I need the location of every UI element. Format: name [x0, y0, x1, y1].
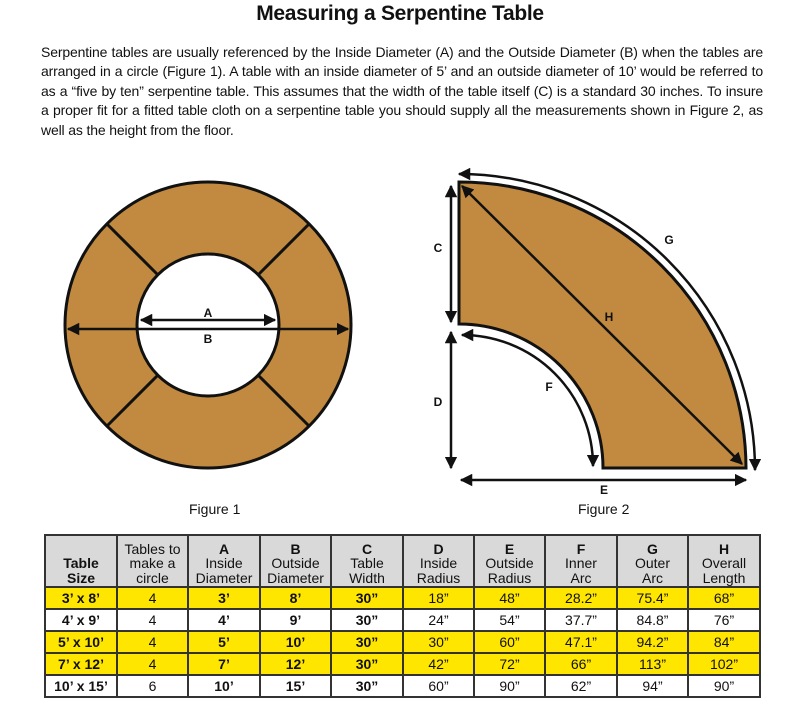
- table-cell: 76”: [687, 608, 761, 632]
- table-cell: 4’ x 9’: [44, 608, 118, 632]
- table-cell: 4’: [187, 608, 261, 632]
- table-cell: 48”: [473, 586, 546, 610]
- table-cell: 15’: [259, 674, 332, 698]
- table-cell: 30”: [330, 608, 404, 632]
- intro-paragraph: Serpentine tables are usually referenced…: [41, 44, 763, 138]
- figure-1-circle-diagram: A B: [63, 180, 353, 470]
- label-h: H: [605, 310, 614, 324]
- table-cell: 102”: [687, 652, 761, 676]
- table-cell: 113”: [616, 652, 689, 676]
- figures-canvas: A B C D E F G H: [63, 167, 762, 497]
- table-cell: 90”: [473, 674, 546, 698]
- label-c: C: [434, 241, 443, 255]
- segment-dividers: [105, 222, 311, 428]
- table-cell: 90”: [687, 674, 761, 698]
- table-cell: 6: [116, 674, 189, 698]
- table-cell: 10’ x 15’: [44, 674, 118, 698]
- table-row: 5’ x 10’ 4 5’ 10’ 30” 30” 60” 47.1” 94.2” 84”: [44, 630, 761, 654]
- header-overall-length: H Overall Length: [687, 534, 761, 588]
- table-cell: 4: [116, 608, 189, 632]
- table-cell: 84”: [687, 630, 761, 654]
- header-outer-arc: G Outer Arc: [616, 534, 689, 588]
- figure-2-caption: Figure 2: [578, 501, 630, 517]
- table-cell: 28.2”: [544, 586, 618, 610]
- page-title: Measuring a Serpentine Table: [256, 2, 544, 25]
- label-f: F: [545, 380, 552, 394]
- table-cell: 3’ x 8’: [44, 586, 118, 610]
- table-cell: 30”: [330, 674, 404, 698]
- dimension-g-arrow: [457, 167, 762, 472]
- table-cell: 7’ x 12’: [44, 652, 118, 676]
- table-cell: 84.8”: [616, 608, 689, 632]
- label-d: D: [434, 395, 443, 409]
- table-cell: 24”: [402, 608, 475, 632]
- table-cell: 68”: [687, 586, 761, 610]
- table-cell: 62”: [544, 674, 618, 698]
- header-table-width: C Table Width: [330, 534, 404, 588]
- table-row: 7’ x 12’ 4 7’ 12’ 30” 42” 72” 66” 113” 102”: [44, 652, 761, 676]
- table-header-row: Table Size Tables to make a circle A Inside D…: [44, 534, 761, 588]
- header-outside-diameter: B Outside Diameter: [259, 534, 332, 588]
- header-inner-arc: F Inner Arc: [544, 534, 618, 588]
- table-cell: 9’: [259, 608, 332, 632]
- table-cell: 7’: [187, 652, 261, 676]
- header-inside-radius: D Inside Radius: [402, 534, 475, 588]
- figure-2-segment-diagram: C D E F G H: [434, 167, 762, 497]
- table-cell: 94”: [616, 674, 689, 698]
- table-cell: 10’: [259, 630, 332, 654]
- table-cell: 47.1”: [544, 630, 618, 654]
- table-cell: 4: [116, 586, 189, 610]
- table-cell: 5’ x 10’: [44, 630, 118, 654]
- table-cell: 94.2”: [616, 630, 689, 654]
- table-cell: 12’: [259, 652, 332, 676]
- table-cell: 30”: [330, 586, 404, 610]
- label-e: E: [600, 483, 608, 497]
- table-cell: 8’: [259, 586, 332, 610]
- serpentine-size-table: Table Size Tables to make a circle A Inside D…: [44, 534, 761, 698]
- label-a: A: [204, 306, 213, 320]
- header-outside-radius: E Outside Radius: [473, 534, 546, 588]
- table-cell: 5’: [187, 630, 261, 654]
- table-cell: 66”: [544, 652, 618, 676]
- dimension-f-arrow: [460, 328, 600, 468]
- header-tables-to-make-circle: Tables to make a circle: [116, 534, 189, 588]
- figure-1-caption: Figure 1: [189, 501, 241, 517]
- table-cell: 3’: [187, 586, 261, 610]
- table-row: 10’ x 15’ 6 10’ 15’ 30” 60” 90” 62” 94” 90”: [44, 674, 761, 698]
- table-cell: 75.4”: [616, 586, 689, 610]
- table-cell: 4: [116, 630, 189, 654]
- header-inside-diameter: A Inside Diameter: [187, 534, 261, 588]
- table-cell: 4: [116, 652, 189, 676]
- table-cell: 37.7”: [544, 608, 618, 632]
- table-row: 4’ x 9’ 4 4’ 9’ 30” 24” 54” 37.7” 84.8” 76”: [44, 608, 761, 632]
- table-cell: 60”: [473, 630, 546, 654]
- table-cell: 60”: [402, 674, 475, 698]
- table-cell: 54”: [473, 608, 546, 632]
- label-g: G: [664, 233, 673, 247]
- table-cell: 30”: [330, 630, 404, 654]
- table-cell: 18”: [402, 586, 475, 610]
- inner-circle: [135, 252, 281, 398]
- table-cell: 30”: [330, 652, 404, 676]
- table-cell: 72”: [473, 652, 546, 676]
- table-cell: 10’: [187, 674, 261, 698]
- table-row: 3’ x 8’ 4 3’ 8’ 30” 18” 48” 28.2” 75.4” 68”: [44, 586, 761, 610]
- table-cell: 30”: [402, 630, 475, 654]
- label-b: B: [204, 332, 213, 346]
- header-table-size: Table Size: [44, 534, 118, 588]
- table-cell: 42”: [402, 652, 475, 676]
